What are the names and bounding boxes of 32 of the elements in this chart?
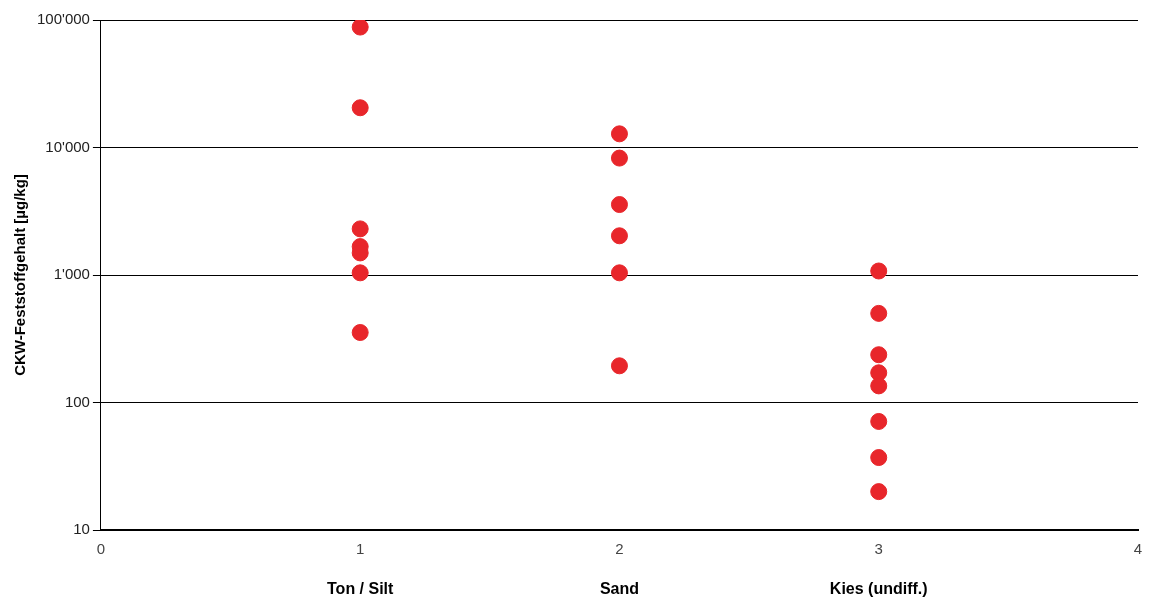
point — [610, 264, 628, 282]
point — [870, 377, 888, 395]
x-tick-label: 0 — [96, 540, 106, 558]
point — [610, 227, 628, 245]
point — [610, 149, 628, 167]
x-tick-label: 3 — [874, 540, 883, 558]
text: Kies (undiff.) — [829, 580, 928, 598]
point — [351, 264, 369, 282]
point — [351, 324, 369, 341]
y-tick-label: 100'000 — [37, 10, 90, 28]
x-tick-label: 1 — [356, 540, 365, 558]
point — [870, 412, 888, 430]
point — [610, 125, 628, 143]
text: Ton / Silt — [327, 580, 395, 598]
y-tick-label: 1'000 — [53, 265, 90, 283]
y-tick-label: 100 — [64, 392, 90, 410]
point — [870, 262, 888, 280]
point — [351, 99, 369, 117]
point — [610, 196, 628, 214]
point — [351, 220, 369, 238]
x-tick-label: 2 — [615, 540, 624, 558]
point — [870, 304, 888, 322]
point — [351, 20, 369, 36]
y-tick-label: 10 — [73, 520, 90, 538]
point — [610, 357, 628, 375]
y-axis-title: CKW-Feststoffgehalt [µg/kg] — [11, 174, 29, 376]
point — [870, 483, 888, 501]
point — [870, 346, 888, 364]
y-tick-label: 10'000 — [45, 137, 90, 155]
point — [870, 449, 888, 467]
x-tick-label: 4 — [1133, 540, 1143, 558]
text: Sand — [599, 580, 640, 598]
